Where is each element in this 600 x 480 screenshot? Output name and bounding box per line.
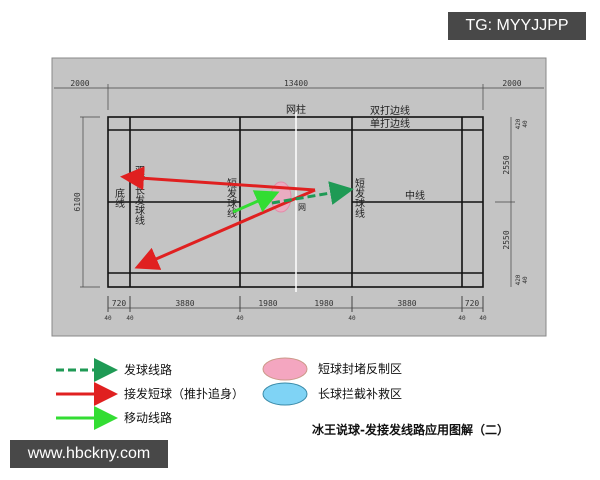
label-short-service-line: 短发球线 xyxy=(225,177,237,218)
watermark-top-right: TG: MYYJJPP xyxy=(448,12,586,40)
legend-long-zone: 长球拦截补救区 xyxy=(318,386,402,401)
legend-movement-route: 移动线路 xyxy=(124,410,172,425)
dim-top-center: 13400 xyxy=(284,79,308,88)
legend-long-zone-icon xyxy=(262,382,308,406)
dim-right: 420 xyxy=(515,118,522,129)
dim-right: 420 xyxy=(515,274,522,285)
dim-bottom-small: 40 xyxy=(126,315,134,322)
dim-left: 6100 xyxy=(73,192,82,211)
legend-serve-route: 发球线路 xyxy=(124,362,172,377)
dim-bottom-small: 40 xyxy=(236,315,244,322)
caption: 冰王说球-发接发线路应用图解（二） xyxy=(312,422,509,437)
return-route-arrow xyxy=(134,188,316,270)
dim-bottom: 3880 xyxy=(175,299,194,308)
dim-right: 40 xyxy=(522,276,529,284)
label-net-post: 网柱 xyxy=(286,103,306,116)
legend-short-zone-icon xyxy=(262,357,308,381)
dim-right: 40 xyxy=(522,120,529,128)
dim-top-right: 2000 xyxy=(502,79,521,88)
movement-route-arrow xyxy=(232,190,280,214)
label-doubles-sideline: 双打边线 xyxy=(370,104,410,117)
label-center-line: 中线 xyxy=(405,189,425,202)
return-route-arrow xyxy=(120,166,316,192)
label-singles-sideline: 单打边线 xyxy=(370,117,410,130)
dim-bottom: 1980 xyxy=(314,299,333,308)
dimension-lines xyxy=(54,84,544,309)
dim-bottom-small: 40 xyxy=(348,315,356,322)
dim-bottom: 720 xyxy=(465,299,480,308)
dim-bottom: 720 xyxy=(112,299,127,308)
dim-bottom: 1980 xyxy=(258,299,277,308)
label-short-service-line: 短发球线 xyxy=(353,177,365,218)
label-doubles-long-service-line: 双打长发球线 xyxy=(133,165,145,225)
label-baseline: 底线 xyxy=(113,187,125,208)
label-net: 网 xyxy=(298,203,306,212)
dim-right: 2550 xyxy=(502,155,511,174)
dim-bottom-small: 40 xyxy=(479,315,487,322)
dim-bottom: 3880 xyxy=(397,299,416,308)
legend-short-zone: 短球封堵反制区 xyxy=(318,362,402,376)
watermark-bottom-left: www.hbckny.com xyxy=(10,440,168,468)
serve-route-arrow xyxy=(271,181,354,205)
dim-bottom-small: 40 xyxy=(458,315,466,322)
dim-top-left: 2000 xyxy=(70,79,89,88)
dim-bottom-small: 40 xyxy=(104,315,112,322)
legend-return-short: 接发短球（推扑追身） xyxy=(124,386,244,401)
dim-right: 2550 xyxy=(502,230,511,249)
